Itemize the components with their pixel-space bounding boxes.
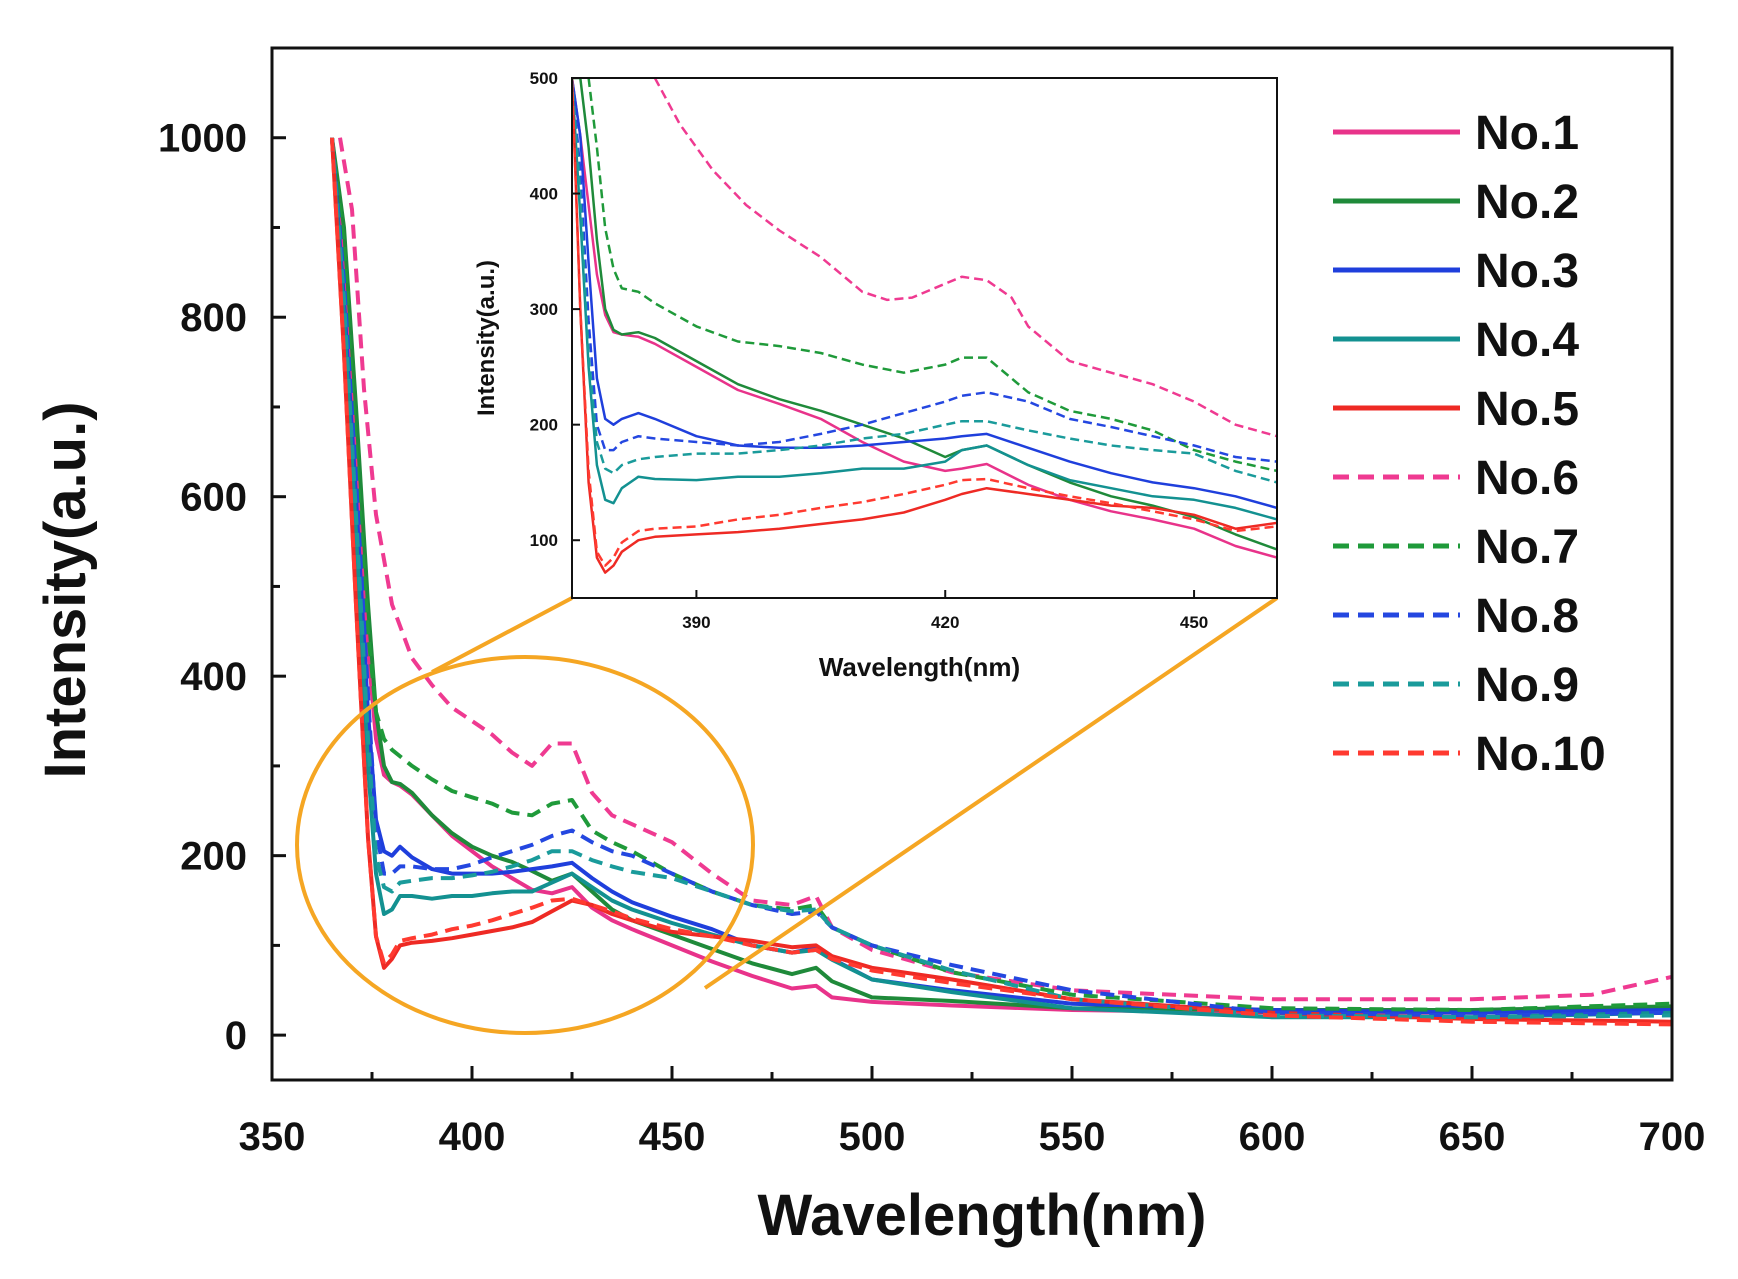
inset-series-line-no5 — [572, 78, 1277, 574]
inset-series-group — [572, 78, 1277, 574]
main-x-tick-label: 600 — [1239, 1115, 1306, 1159]
legend-item: No.1 — [1333, 107, 1579, 160]
main-chart: 350 400 450 500 550 600 650 700 0 200 400 600 800 100… — [33, 46, 1705, 1248]
zoom-connector-right — [703, 596, 1279, 990]
legend-item: No.5 — [1333, 383, 1579, 436]
legend-label: No.1 — [1475, 107, 1579, 160]
zoom-region-ellipse — [295, 655, 755, 1035]
main-series-line-no1 — [330, 137, 1672, 1015]
main-y-tick-label: 1000 — [158, 117, 247, 161]
main-y-tick-label: 200 — [180, 835, 247, 879]
main-x-tick-label: 500 — [839, 1115, 906, 1159]
inset-series-line-no2 — [572, 78, 1277, 551]
main-x-tick-label: 700 — [1639, 1115, 1706, 1159]
inset-series-line-no3 — [572, 78, 1277, 510]
main-x-tick-label: 400 — [439, 1115, 506, 1159]
inset-plot-frame — [571, 77, 1278, 599]
main-series-line-no4 — [330, 137, 1672, 1020]
inset-y-axis-label: Intensity(a.u.) — [473, 260, 500, 416]
inset-x-tick-label: 420 — [931, 613, 959, 632]
main-y-axis-label: Intensity(a.u.) — [33, 401, 98, 778]
inset-series-line-no6 — [653, 78, 1277, 438]
main-y-tick-label: 600 — [180, 476, 247, 520]
main-x-tick-label: 450 — [639, 1115, 706, 1159]
main-x-tick-label: 350 — [239, 1115, 306, 1159]
inset-series-line-no4 — [572, 78, 1277, 521]
legend-label: No.10 — [1475, 728, 1606, 781]
inset-background — [572, 78, 1277, 598]
legend-label: No.6 — [1475, 452, 1579, 505]
main-series-group — [330, 137, 1672, 1027]
legend-label: No.4 — [1475, 314, 1579, 367]
legend-label: No.7 — [1475, 521, 1579, 574]
main-axis-ticks: 350 400 450 500 550 600 650 700 0 200 400 600 800 100… — [158, 117, 1705, 1159]
zoom-connector-left — [431, 596, 573, 674]
main-series-line-no10 — [330, 137, 1672, 1027]
legend-item: No.3 — [1333, 245, 1579, 298]
inset-y-tick-label: 100 — [530, 531, 558, 550]
inset-series-line-no8 — [572, 78, 1277, 463]
legend-label: No.5 — [1475, 383, 1579, 436]
legend-item: No.4 — [1333, 314, 1579, 367]
main-x-tick-label: 550 — [1039, 1115, 1106, 1159]
main-y-tick-label: 800 — [180, 296, 247, 340]
inset-y-tick-label: 300 — [530, 300, 558, 319]
legend-item: No.10 — [1333, 728, 1606, 781]
legend-label: No.8 — [1475, 590, 1579, 643]
main-series-line-no5 — [330, 137, 1672, 1024]
inset-y-tick-label: 500 — [530, 69, 558, 88]
main-series-line-no9 — [330, 137, 1672, 1020]
inset-series-line-no10 — [572, 78, 1277, 567]
legend-item: No.2 — [1333, 176, 1579, 229]
main-x-tick-label: 650 — [1439, 1115, 1506, 1159]
inset-y-tick-label: 200 — [530, 416, 558, 435]
inset-axis-ticks: 390 420 450 100 200 300 400 500 — [530, 69, 1209, 632]
legend-item: No.6 — [1333, 452, 1579, 505]
legend-label: No.9 — [1475, 659, 1579, 712]
legend-item: No.8 — [1333, 590, 1579, 643]
inset-y-tick-label: 400 — [530, 185, 558, 204]
inset-x-axis-label: Wavelength(nm) — [819, 652, 1020, 682]
legend-label: No.2 — [1475, 176, 1579, 229]
inset-series-line-no7 — [587, 78, 1277, 473]
zoom-highlight — [295, 596, 1279, 1035]
main-y-tick-label: 0 — [225, 1014, 247, 1058]
inset-x-tick-label: 390 — [682, 613, 710, 632]
main-x-axis-label: Wavelength(nm) — [758, 1183, 1207, 1248]
legend: No.1 No.2 No.3 No.4 No.5 No.6 No.7 No.8 No.9 No.1… — [1333, 107, 1606, 781]
inset-series-line-no9 — [572, 78, 1277, 484]
legend-item: No.9 — [1333, 659, 1579, 712]
legend-item: No.7 — [1333, 521, 1579, 574]
main-y-tick-label: 400 — [180, 655, 247, 699]
inset-series-line-no1 — [572, 78, 1277, 559]
legend-label: No.3 — [1475, 245, 1579, 298]
inset-x-tick-label: 450 — [1180, 613, 1208, 632]
